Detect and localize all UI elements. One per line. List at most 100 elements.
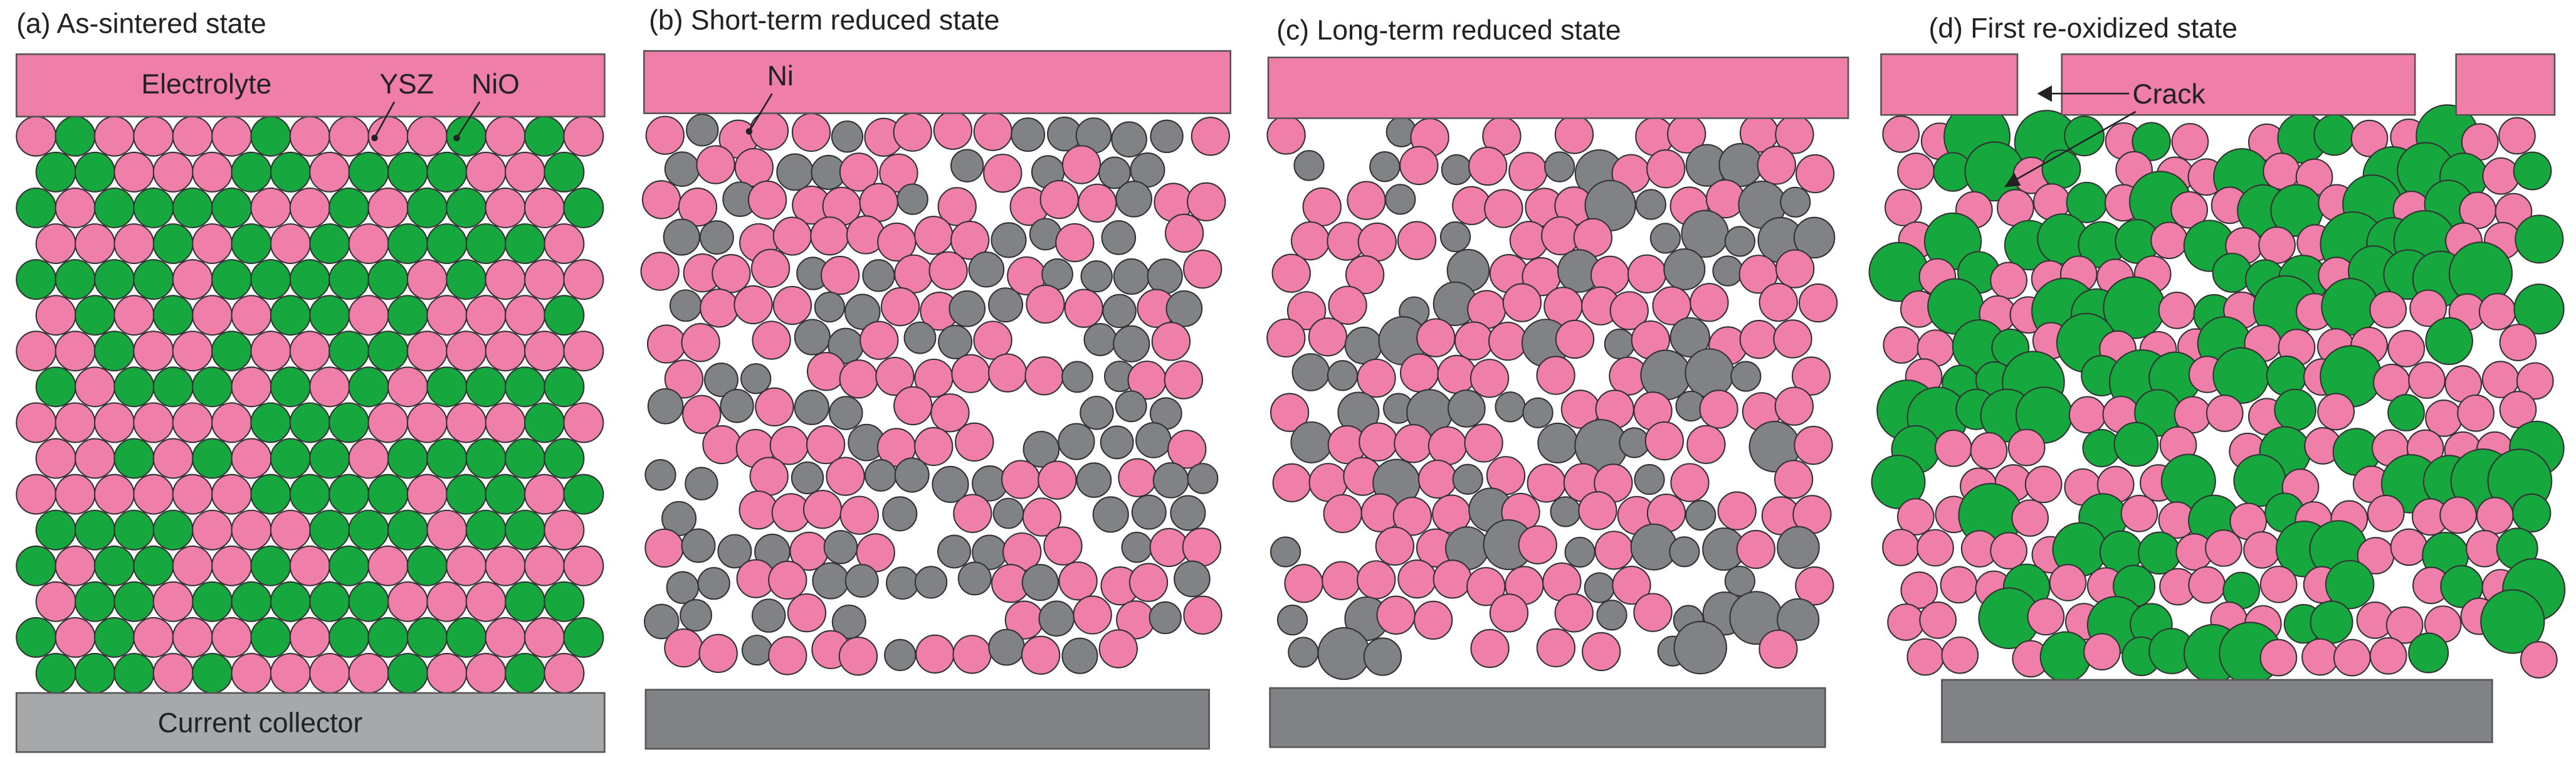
particle — [505, 223, 546, 265]
particle — [1518, 525, 1558, 564]
particle — [794, 319, 831, 356]
particle — [844, 294, 881, 331]
particle — [426, 223, 468, 265]
annotations: YSZ NiO Ni Crack — [371, 61, 2205, 188]
particle — [16, 545, 57, 586]
particle — [133, 402, 174, 443]
particle — [791, 461, 824, 495]
particle — [1887, 603, 1925, 641]
particle — [93, 402, 135, 443]
particle — [1323, 494, 1362, 534]
particle — [794, 389, 830, 425]
particle — [2515, 214, 2564, 264]
leader-line — [374, 101, 396, 139]
particle — [2482, 157, 2520, 195]
particle — [791, 112, 831, 152]
particle — [505, 151, 546, 193]
particle — [1897, 152, 1935, 190]
particle — [1669, 317, 1710, 357]
particle — [1712, 255, 1743, 287]
particle — [172, 402, 213, 443]
particle — [1550, 496, 1581, 527]
particle — [387, 223, 428, 265]
electrolyte — [1880, 53, 2019, 116]
particle — [750, 248, 791, 288]
particle — [367, 474, 409, 515]
particle — [35, 653, 76, 694]
particle — [2007, 428, 2046, 467]
arrow — [2014, 110, 2137, 182]
particle — [172, 474, 213, 515]
particle — [1673, 620, 1727, 675]
particle — [250, 259, 292, 300]
particle — [1369, 151, 1401, 183]
particle — [1183, 595, 1222, 635]
particle — [884, 638, 917, 672]
particle — [1416, 318, 1456, 357]
particle — [1058, 561, 1098, 601]
particle — [485, 402, 526, 443]
particle — [1376, 595, 1416, 635]
particle — [1464, 423, 1503, 463]
electrolyte — [2455, 53, 2556, 116]
particle — [172, 617, 213, 658]
particle — [16, 259, 57, 300]
particle — [1775, 249, 1815, 289]
particle — [426, 653, 468, 694]
particle — [1083, 323, 1117, 356]
particle — [465, 653, 507, 694]
particle — [992, 497, 1024, 529]
particle — [2350, 119, 2389, 157]
particle — [1882, 529, 1920, 566]
particle — [663, 218, 700, 256]
particle — [950, 220, 990, 260]
particle — [35, 366, 76, 408]
particle — [563, 402, 604, 443]
particle — [1022, 497, 1062, 537]
particle — [1284, 564, 1323, 603]
particle — [55, 115, 96, 157]
particle — [133, 259, 174, 300]
particle — [1916, 529, 1954, 567]
particle — [16, 474, 57, 515]
particle — [348, 653, 389, 694]
particle — [35, 151, 76, 193]
particle — [2476, 497, 2514, 534]
particle — [465, 151, 507, 193]
particle — [74, 581, 115, 622]
particle — [523, 402, 565, 443]
particle — [1488, 321, 1528, 361]
particle — [1522, 397, 1553, 428]
particle — [678, 188, 718, 227]
particle — [1759, 282, 1798, 322]
particle — [387, 438, 428, 479]
particle — [2041, 149, 2081, 189]
particle — [465, 366, 507, 408]
particle — [2171, 123, 2209, 161]
particle — [2170, 191, 2208, 229]
particle — [2068, 396, 2106, 434]
particle — [309, 438, 350, 479]
particle — [2274, 388, 2316, 431]
particle — [1609, 291, 1649, 331]
particle — [1454, 321, 1494, 361]
particle — [74, 653, 115, 694]
particle — [1604, 328, 1635, 360]
particle — [698, 633, 738, 673]
particle — [250, 474, 292, 515]
particle — [93, 115, 135, 157]
particle — [544, 581, 585, 622]
particle — [505, 509, 546, 551]
particle — [875, 356, 915, 396]
particle — [1026, 284, 1065, 324]
particle — [1038, 460, 1077, 500]
particle — [1555, 319, 1595, 359]
particle — [152, 653, 194, 694]
particle — [953, 494, 992, 533]
particle — [702, 425, 742, 465]
particle — [839, 152, 879, 192]
particle — [446, 617, 487, 658]
particle — [1794, 425, 1833, 465]
particle — [1058, 423, 1095, 460]
